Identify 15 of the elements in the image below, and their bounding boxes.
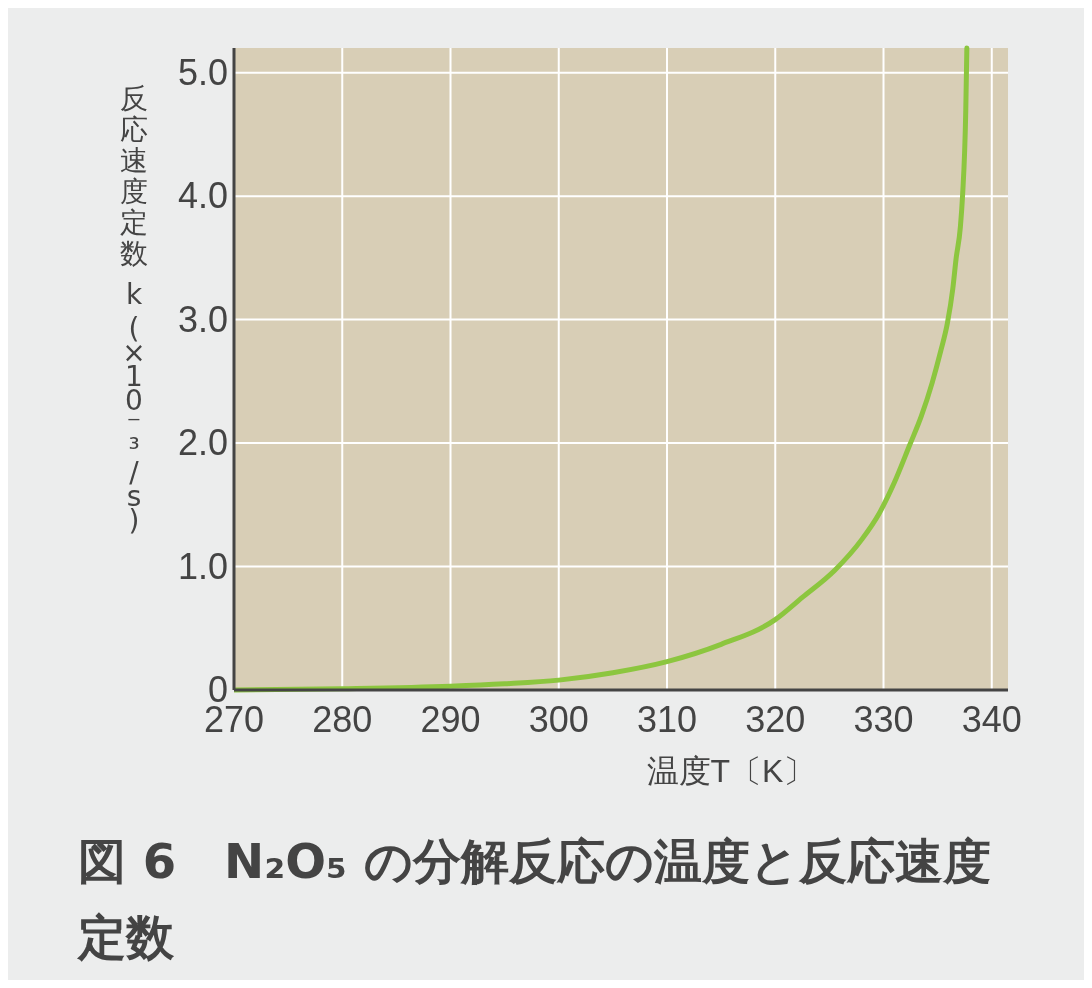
x-tick-label: 320 <box>745 699 806 740</box>
y-tick-label: 3.0 <box>177 298 228 340</box>
x-tick-label: 330 <box>853 699 914 740</box>
x-tick-label: 340 <box>961 699 1022 740</box>
text: 反応速度定数 k (×10⁻³/s) <box>120 82 148 537</box>
y-tick-label: 1.0 <box>177 545 228 587</box>
x-axis-title: 温度T〔K〕 <box>646 753 816 789</box>
x-tick-label: 310 <box>636 699 698 740</box>
x-tick-label: 300 <box>528 699 589 740</box>
text: 図 6 N₂O₅ の分解反応の温度と反応速度定数 <box>76 833 991 965</box>
x-tick-label: 290 <box>420 699 481 740</box>
y-tick-label: 2.0 <box>177 422 228 464</box>
x-tick-label: 280 <box>312 699 373 740</box>
y-tick-label: 5.0 <box>177 51 228 93</box>
y-tick-label: 4.0 <box>177 175 228 217</box>
